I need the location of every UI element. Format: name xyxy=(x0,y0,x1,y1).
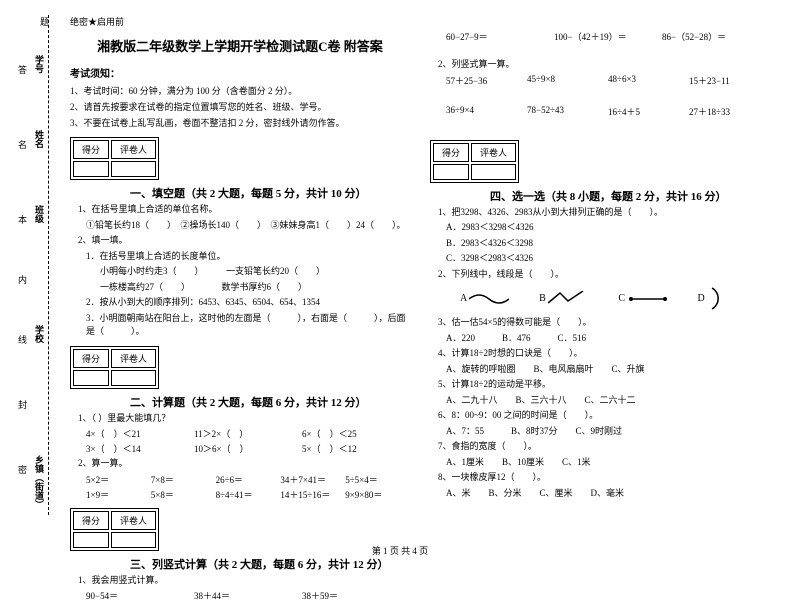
shape-options: A B C D xyxy=(460,286,770,311)
s4-q5-opts: A、二九十八 B、三六十八 C、二六十二 xyxy=(446,394,770,408)
sidebar-xingming: 姓名 xyxy=(33,130,46,148)
sidebar-c6: 密 xyxy=(16,465,29,474)
s1-q2-3: 3．小明面朝南站在阳台上，这时他的左面是（ ），右面是（ ），后面是（ ）。 xyxy=(86,312,410,339)
sidebar-top-char: 题 xyxy=(38,17,51,26)
s2-q1-r1: 4×（ ）＜2111＞2×（ ）6×（ ）＜25 xyxy=(86,427,410,440)
exam-title: 湘教版二年级数学上学期开学检测试题C卷 附答案 xyxy=(70,36,410,55)
sidebar-banji: 班级 xyxy=(33,205,46,223)
s1-q1-items: ①铅笔长约18（ ） ②操场长140（ ） ③妹妹身高1（ ）24（ ）。 xyxy=(86,219,410,233)
score-box-2: 得分评卷人 xyxy=(70,346,159,389)
arc-icon xyxy=(707,286,732,311)
notice-1: 1、考试时间：60 分钟，满分为 100 分（含卷面分 2 分）。 xyxy=(70,84,410,97)
section-4-header: 四、选一选（共 8 小题，每题 2 分，共计 16 分） xyxy=(490,188,770,204)
notice-header: 考试须知： xyxy=(70,65,410,80)
s3-q2-r2: 36÷9×478−52÷4316÷4＋527＋18÷33 xyxy=(446,105,770,118)
s4-q6-opts: A、7：55 B、8时37分 C、9时刚过 xyxy=(446,425,770,439)
segment-icon xyxy=(628,291,668,306)
zigzag-icon xyxy=(548,291,588,306)
s4-q2: 2、下列线中，线段是（ ）。 xyxy=(438,268,770,282)
s4-q7-opts: A、1厘米 B、10厘米 C、1米 xyxy=(446,456,770,470)
shape-d: D xyxy=(698,286,733,311)
s1-q2: 2、填一填。 xyxy=(78,234,410,248)
s2-q2-r1: 5×2＝7×8＝26÷6＝34＋7×41＝5÷5×4＝ xyxy=(86,473,410,486)
left-column: 绝密★启用前 湘教版二年级数学上学期开学检测试题C卷 附答案 考试须知： 1、考… xyxy=(60,15,420,515)
s2-q2-r2: 1×9＝5×8＝8÷4÷41＝14＋15÷16＝9×9×80＝ xyxy=(86,488,410,501)
s4-q1-a: A．2983＜3298＜4326 xyxy=(446,221,770,235)
sidebar-c4: 线 xyxy=(16,335,29,344)
s3-q1-r1: 90−54＝38＋44＝38＋59＝ xyxy=(86,589,410,602)
section-1-header: 一、填空题（共 2 大题，每题 5 分，共计 10 分） xyxy=(130,185,410,201)
sidebar-xuexiao: 学校 xyxy=(33,325,46,343)
s1-q2-1: 1．在括号里填上合适的长度单位。 xyxy=(86,250,410,264)
s4-q4: 4、计算18÷2时想的口诀是（ ）。 xyxy=(438,347,770,361)
s1-q1: 1、在括号里填上合适的单位名称。 xyxy=(78,203,410,217)
s4-q1: 1、把3298、4326、2983从小到大排列正确的是（ ）。 xyxy=(438,206,770,220)
s4-q8-opts: A、米 B、分米 C、厘米 D、毫米 xyxy=(446,487,770,501)
s2-q1-r2: 3×（ ）＜1410＞6×（ ）5×（ ）＜12 xyxy=(86,442,410,455)
score-box-4: 得分评卷人 xyxy=(430,140,519,183)
s1-q2-1a: 小明每小时约走3（ ） 一支铅笔长约20（ ） xyxy=(100,265,410,279)
s1-q2-2: 2．按从小到大的顺序排列：6453、6345、6504、654、1354 xyxy=(86,296,410,310)
s3-q1-r2: 60−27−9＝100−（42＋19）＝86−（52−28）＝ xyxy=(446,30,770,43)
s4-q8: 8、一块橡皮厚12（ ）。 xyxy=(438,471,770,485)
s4-q4-opts: A、旋转的呼啦圈 B、电风扇扇叶 C、升旗 xyxy=(446,363,770,377)
shape-c: C xyxy=(618,291,667,306)
s1-q2-1b: 一栋楼高约27（ ） 数学书厚约6（ ） xyxy=(100,281,410,295)
sidebar-c0: 答 xyxy=(16,65,29,74)
header-tag: 绝密★启用前 xyxy=(70,15,410,28)
notice-2: 2、请首先按要求在试卷的指定位置填写您的姓名、班级、学号。 xyxy=(70,100,410,113)
s4-q1-b: B．2983＜4326＜3298 xyxy=(446,237,770,251)
page-footer: 第 1 页 共 4 页 xyxy=(0,544,800,557)
dotted-fold-line xyxy=(48,15,49,515)
s4-q7: 7、食指的宽度（ ）。 xyxy=(438,440,770,454)
sidebar-c2: 本 xyxy=(16,215,29,224)
s2-q2: 2、算一算。 xyxy=(78,457,410,471)
page-content: 绝密★启用前 湘教版二年级数学上学期开学检测试题C卷 附答案 考试须知： 1、考… xyxy=(0,0,800,530)
score-label: 得分 xyxy=(73,140,109,159)
reviewer-label: 评卷人 xyxy=(111,140,156,159)
sidebar-c3: 内 xyxy=(16,275,29,284)
binding-sidebar: 题 学号 答 姓名 名 班级 本 内 学校 线 封 乡镇（街道） 密 xyxy=(8,15,53,515)
right-column: 60−27−9＝100−（42＋19）＝86−（52−28）＝ 2、列竖式算一算… xyxy=(420,15,780,515)
s3-q2-r1: 57＋25−3645÷9×848÷6×315＋23−11 xyxy=(446,74,770,87)
sidebar-xuehao: 学号 xyxy=(33,55,46,73)
sidebar-c1: 名 xyxy=(16,140,29,149)
s3-q1: 1、我会用竖式计算。 xyxy=(78,574,410,588)
s4-q3-opts: A．220 B．476 C．516 xyxy=(446,332,770,346)
sidebar-xiangzhen: 乡镇（街道） xyxy=(33,455,46,509)
notice-3: 3、不要在试卷上乱写乱画，卷面不整洁扣 2 分，密封线外请勿作答。 xyxy=(70,116,410,129)
s4-q5: 5、计算18÷2的运动是平移。 xyxy=(438,378,770,392)
s4-q3: 3、估一估54×5的得数可能是（ ）。 xyxy=(438,316,770,330)
wave-icon xyxy=(469,291,509,306)
s2-q1: 1、（ ）里最大能填几？ xyxy=(78,412,410,426)
shape-b: B xyxy=(539,291,588,306)
s4-q6: 6、8：00~9：00 之间的时间是（ ）。 xyxy=(438,409,770,423)
s4-q1-c: C．3298＜2983＜4326 xyxy=(446,252,770,266)
shape-a: A xyxy=(460,291,509,306)
s3-q2: 2、列竖式算一算。 xyxy=(438,58,770,72)
section-3-header: 三、列竖式计算（共 2 大题，每题 6 分，共计 12 分） xyxy=(130,556,410,572)
score-box-1: 得分评卷人 xyxy=(70,137,159,180)
section-2-header: 二、计算题（共 2 大题，每题 6 分，共计 12 分） xyxy=(130,394,410,410)
sidebar-c5: 封 xyxy=(16,400,29,409)
